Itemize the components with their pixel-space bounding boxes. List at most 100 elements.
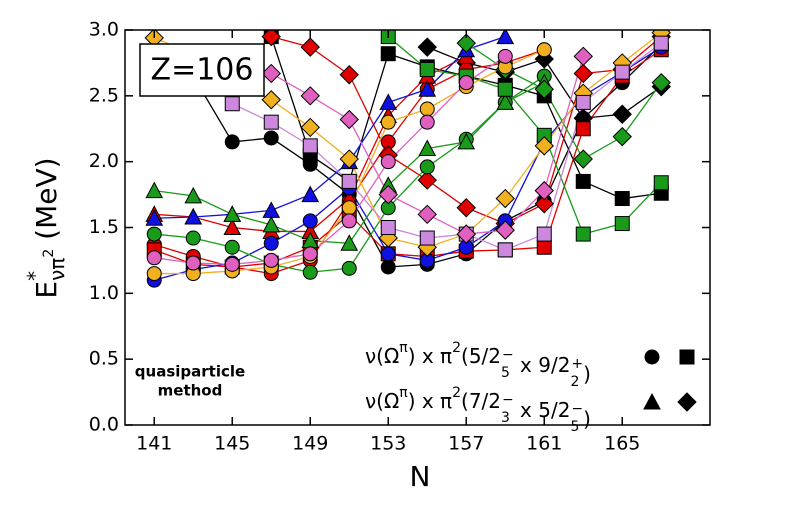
data-point	[612, 104, 632, 124]
legend-text-part: )	[583, 362, 591, 386]
data-point	[263, 114, 279, 130]
data-point	[261, 30, 281, 47]
data-point	[184, 207, 203, 225]
data-point	[339, 65, 359, 85]
data-point	[536, 42, 552, 58]
data-point	[341, 260, 357, 276]
legend-text-part: 3	[501, 410, 510, 426]
annotation-box	[139, 43, 265, 97]
y-tick-label: 0.0	[89, 414, 119, 436]
data-point	[496, 93, 515, 110]
y-axis-label: E*νπ2 (MeV)	[23, 157, 69, 298]
y-axis-label-part: *	[23, 271, 47, 281]
legend-text-part: 5	[570, 419, 579, 435]
x-tick-label: 149	[292, 433, 328, 455]
data-point	[456, 224, 476, 244]
legend-text-part: ) x π	[408, 389, 452, 413]
y-tick-label: 0.5	[89, 348, 119, 370]
legend-text-part: −	[571, 401, 583, 417]
x-tick-label: 145	[214, 433, 250, 455]
data-point	[456, 198, 476, 218]
y-axis-label-part: (MeV)	[30, 157, 63, 248]
data-point	[419, 159, 435, 175]
data-point	[302, 264, 318, 280]
data-point	[612, 126, 632, 147]
y-tick-label: 1.5	[89, 216, 119, 238]
annotation: Z=106	[151, 53, 254, 88]
data-point	[223, 205, 242, 222]
method-note: method	[158, 382, 223, 400]
x-tick-label: 157	[448, 433, 484, 455]
data-point	[341, 173, 357, 189]
data-point	[536, 239, 552, 255]
data-point	[224, 96, 240, 112]
method-note: quasiparticle	[135, 363, 245, 381]
data-point	[495, 188, 515, 209]
legend-text-part: ν(Ω	[365, 389, 399, 413]
data-point	[575, 121, 591, 137]
data-point	[573, 149, 593, 169]
data-point	[575, 226, 591, 242]
x-tick-label: 141	[136, 433, 172, 455]
legend-text-part: 2	[570, 374, 579, 390]
data-point	[340, 234, 359, 251]
legend-text: ν(Ωπ) x π2(5/25− x 9/22+)	[365, 340, 591, 390]
data-point	[380, 220, 396, 235]
y-tick-label: 2.5	[89, 84, 119, 106]
data-point	[614, 216, 630, 232]
data-point	[380, 114, 396, 130]
data-point	[261, 90, 281, 110]
data-point	[380, 259, 396, 275]
data-point	[534, 180, 554, 201]
legend-text: ν(Ωπ) x π2(7/23 − x 5/25 −)	[365, 385, 591, 435]
data-point	[146, 226, 162, 242]
data-point	[185, 255, 201, 271]
data-point	[301, 185, 320, 203]
y-axis-label-part: 2	[41, 249, 57, 258]
series-line	[231, 42, 662, 251]
data-point	[536, 226, 552, 242]
data-point	[263, 252, 279, 268]
data-point	[419, 114, 435, 130]
data-point	[497, 48, 513, 64]
legend-text-part: +	[571, 356, 583, 372]
data-point	[379, 93, 398, 110]
legend-marker	[679, 349, 695, 365]
data-point	[417, 204, 437, 225]
series-line	[154, 35, 506, 219]
data-point	[380, 46, 396, 62]
x-tick-label: 161	[526, 433, 562, 455]
data-point	[224, 134, 240, 150]
legend-marker	[644, 349, 660, 365]
data-point	[651, 72, 671, 93]
y-axis-label-part: E	[30, 281, 63, 299]
data-point	[457, 132, 476, 150]
legend-marker	[643, 392, 661, 410]
data-point	[575, 94, 591, 110]
legend-text-part: π	[399, 385, 408, 401]
data-point	[497, 81, 513, 97]
data-point	[419, 62, 435, 77]
data-point	[497, 242, 513, 258]
y-tick-label: 3.0	[89, 19, 119, 41]
data-point	[378, 184, 398, 205]
data-point	[573, 63, 593, 84]
data-point	[380, 246, 396, 262]
data-point	[302, 138, 318, 154]
legend-text-part: −	[502, 392, 514, 408]
data-point	[263, 235, 279, 251]
series-line	[232, 56, 584, 235]
data-point	[262, 201, 281, 218]
data-point	[417, 170, 437, 190]
data-point	[185, 230, 201, 246]
data-point	[653, 35, 669, 51]
data-point	[300, 37, 320, 57]
legend-text-part: ν(Ω	[365, 344, 399, 368]
data-point	[614, 191, 630, 207]
data-point	[146, 266, 162, 282]
data-point	[339, 149, 359, 169]
y-tick-label: 2.0	[89, 150, 119, 172]
data-point	[417, 37, 437, 57]
data-point	[341, 200, 357, 216]
data-point	[495, 220, 515, 240]
